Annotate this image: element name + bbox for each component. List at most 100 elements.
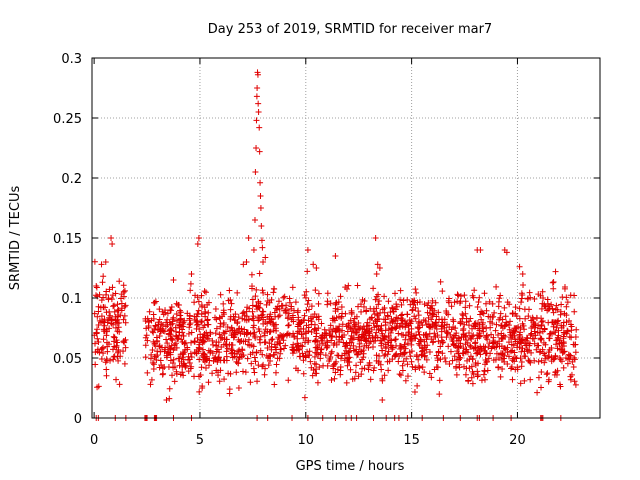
data-point <box>234 320 241 327</box>
data-point <box>512 304 519 311</box>
data-point <box>527 359 534 366</box>
data-point <box>474 304 481 311</box>
data-point <box>313 370 320 377</box>
data-point <box>470 370 477 377</box>
data-point <box>428 336 435 343</box>
data-point <box>220 307 227 314</box>
data-point <box>367 376 374 383</box>
data-point <box>167 327 174 334</box>
data-point <box>379 377 386 384</box>
data-point <box>461 292 468 299</box>
data-point <box>465 378 472 385</box>
data-point <box>560 329 567 336</box>
data-point <box>272 344 279 351</box>
data-point <box>187 320 194 327</box>
data-point <box>404 311 411 318</box>
data-point <box>229 354 236 361</box>
data-point <box>527 376 534 383</box>
data-point <box>157 357 164 364</box>
data-point <box>226 386 233 393</box>
data-point <box>207 329 214 336</box>
data-point <box>413 289 420 296</box>
data-point <box>435 309 442 316</box>
data-point <box>191 373 198 380</box>
data-point <box>433 326 440 333</box>
data-point <box>258 223 265 229</box>
data-point <box>115 357 122 364</box>
data-point <box>392 336 399 343</box>
data-point <box>239 368 246 375</box>
data-point <box>179 363 186 370</box>
data-point <box>508 365 515 372</box>
data-point <box>156 306 163 313</box>
data-point <box>235 385 242 392</box>
data-point <box>196 388 203 395</box>
data-point <box>249 296 256 303</box>
data-point <box>93 284 100 291</box>
data-point <box>537 336 544 343</box>
data-point <box>465 322 472 329</box>
data-point <box>340 339 347 346</box>
data-point <box>355 334 362 341</box>
data-point <box>159 322 166 329</box>
data-point <box>482 350 489 357</box>
data-point <box>522 315 529 322</box>
data-point <box>197 331 204 338</box>
data-point <box>334 366 341 373</box>
data-point <box>200 333 207 340</box>
data-point <box>392 290 399 297</box>
data-point <box>457 298 464 305</box>
data-point <box>271 309 278 316</box>
data-point <box>142 315 149 322</box>
data-point <box>537 348 544 355</box>
data-point <box>215 369 222 376</box>
data-point <box>540 350 547 357</box>
data-point <box>529 314 536 321</box>
data-point <box>118 300 125 307</box>
data-point <box>339 327 346 334</box>
data-point <box>356 340 363 347</box>
data-point <box>255 299 262 306</box>
data-point <box>237 351 244 358</box>
data-point <box>346 354 353 361</box>
data-point <box>421 301 428 308</box>
data-point <box>452 325 459 332</box>
data-point <box>311 360 318 367</box>
data-point <box>436 377 443 384</box>
data-point <box>490 357 497 364</box>
data-point <box>245 336 252 343</box>
data-point <box>214 346 221 353</box>
x-tick-label: 0 <box>90 433 98 448</box>
data-point <box>426 330 433 337</box>
data-point <box>103 288 110 295</box>
data-point <box>254 85 261 91</box>
data-point <box>347 317 354 324</box>
data-point <box>251 217 258 223</box>
data-point <box>395 330 402 337</box>
data-point <box>371 364 378 371</box>
data-point <box>536 349 543 356</box>
data-point <box>291 347 298 354</box>
data-point <box>431 366 438 373</box>
data-point <box>474 335 481 342</box>
data-point <box>523 337 530 344</box>
data-point <box>268 296 275 303</box>
data-point <box>231 333 238 340</box>
data-point <box>194 294 201 301</box>
data-point <box>344 362 351 369</box>
data-point <box>220 300 227 307</box>
data-point <box>276 312 283 319</box>
data-point <box>431 330 438 337</box>
data-point <box>102 259 109 265</box>
data-point <box>414 382 421 389</box>
data-point <box>558 301 565 308</box>
data-point <box>487 314 494 321</box>
data-point <box>203 357 210 364</box>
data-point <box>195 344 202 351</box>
data-point <box>427 305 434 312</box>
data-point <box>497 292 504 299</box>
data-point <box>571 378 578 385</box>
data-point <box>401 350 408 357</box>
data-point <box>467 334 474 341</box>
data-point <box>354 329 361 336</box>
